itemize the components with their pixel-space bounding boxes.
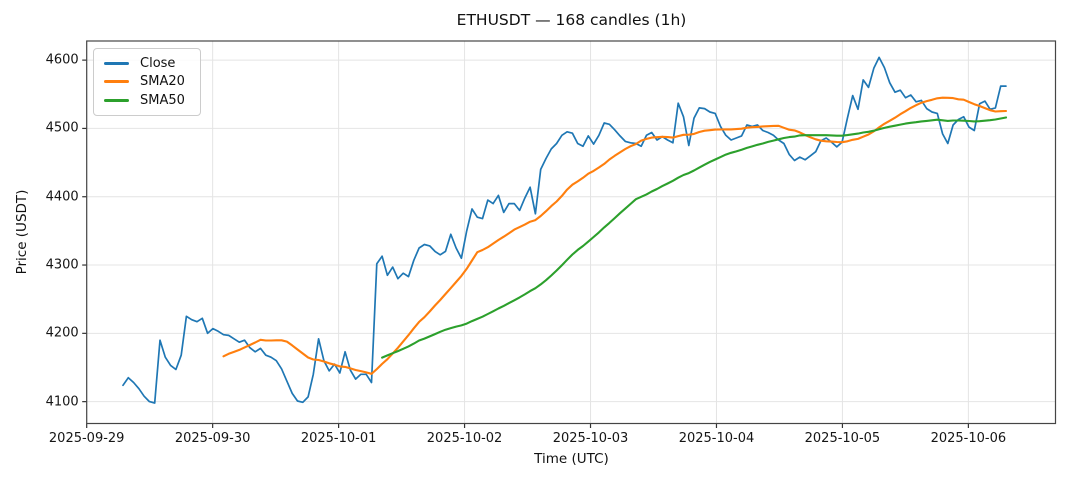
chart-title: ETHUSDT — 168 candles (1h) — [456, 11, 687, 29]
sma50-line-swatch — [104, 99, 129, 103]
y-tick-label: 4200 — [45, 325, 79, 341]
x-tick-label: 2025-10-05 — [804, 430, 881, 446]
sma20-line-swatch — [104, 80, 129, 84]
x-axis-label: Time (UTC) — [534, 451, 609, 467]
legend-item-sma20: SMA20 — [104, 74, 190, 89]
y-tick-label: 4300 — [45, 257, 79, 273]
legend-label-close: Close — [140, 55, 176, 71]
legend-item-close: Close — [104, 56, 190, 71]
x-tick-label: 2025-10-03 — [552, 430, 629, 446]
sma20-line — [222, 96, 1008, 375]
close-line — [122, 56, 1007, 404]
y-tick-label: 4500 — [45, 120, 79, 136]
y-tick-label: 4100 — [45, 394, 79, 410]
y-tick-label: 4400 — [45, 189, 79, 205]
x-tick-label: 2025-10-04 — [678, 430, 755, 446]
sma50-line — [381, 116, 1008, 359]
plot-border — [86, 40, 1057, 425]
x-tick-label: 2025-09-29 — [48, 430, 125, 446]
legend-item-sma50: SMA50 — [104, 93, 190, 108]
y-tick-label: 4600 — [45, 52, 79, 68]
y-axis-label: Price (USDT) — [14, 189, 30, 275]
close-line-swatch — [104, 61, 129, 65]
legend-label-sma50: SMA50 — [140, 93, 185, 109]
x-tick-label: 2025-10-01 — [300, 430, 377, 446]
x-tick-label: 2025-10-02 — [426, 430, 503, 446]
x-tick-label: 2025-10-06 — [930, 430, 1007, 446]
x-tick-label: 2025-09-30 — [174, 430, 251, 446]
legend: Close SMA20 SMA50 — [93, 48, 201, 116]
legend-label-sma20: SMA20 — [140, 74, 185, 90]
